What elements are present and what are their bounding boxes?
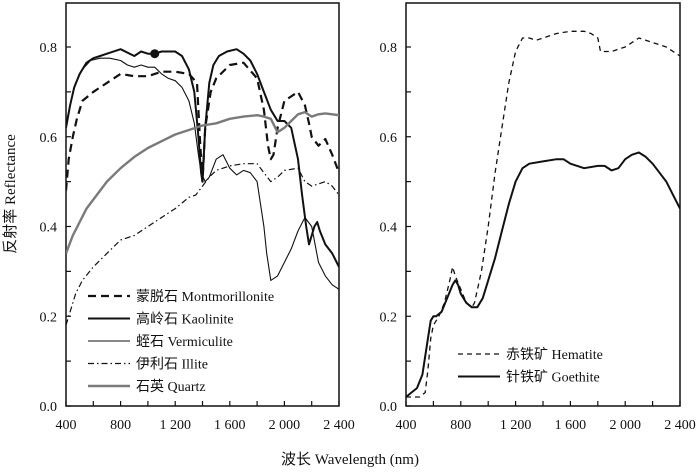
legend-label: 针铁矿 Goethite: [506, 370, 600, 386]
x-axis-title: 波长 Wavelength (nm): [281, 451, 419, 468]
series-group: [406, 30, 680, 398]
x-tick-label: 800: [450, 418, 471, 433]
y-tick-label: 0.8: [380, 41, 398, 56]
x-tick-label: 1 200: [500, 418, 532, 433]
left-panel: 400 800 1 200 1 600 2 000 2 400 0.0 0.2 0.4 0.6 0.…: [40, 2, 355, 433]
x-tick-label: 800: [110, 418, 131, 433]
highlight-marker: [150, 49, 160, 59]
x-tick-label: 400: [396, 418, 417, 433]
y-tick-label: 0.4: [380, 221, 398, 236]
y-tick-label: 0.0: [380, 400, 398, 415]
legend-label: 蒙脱石 Montmorillonite: [136, 289, 274, 305]
x-tick-label: 1 600: [214, 418, 246, 433]
series-line-hematite: [406, 30, 680, 398]
x-tick-label: 1 200: [159, 418, 191, 433]
y-axis-title: 反射率 Reflectance: [2, 134, 19, 254]
series-line-kaolinite: [66, 48, 339, 268]
x-tick-label: 2 400: [664, 418, 696, 433]
y-tick-label: 0.0: [40, 400, 58, 415]
legend-label: 伊利石 Illite: [136, 357, 208, 373]
x-tick-label: 2 000: [609, 418, 641, 433]
x-tick-label: 2 000: [269, 418, 301, 433]
x-tick-label: 400: [56, 418, 77, 433]
legend-label: 蛭石 Vermiculite: [136, 334, 233, 350]
x-tick-label: 1 600: [555, 418, 587, 433]
legend-label: 赤铁矿 Hematite: [506, 347, 603, 363]
x-tick-label: 2 400: [323, 418, 355, 433]
plot-frame: [405, 2, 681, 407]
right-panel: 400 800 1 200 1 600 2 000 2 400 0.0 0.2 0.4 0.6 0.…: [380, 2, 696, 433]
y-tick-label: 0.8: [40, 41, 58, 56]
y-tick-label: 0.2: [40, 310, 58, 325]
series-line-quartz: [66, 110, 339, 254]
y-tick-label: 0.6: [40, 131, 58, 146]
series-line-illite: [66, 163, 339, 326]
legend-label: 高岭石 Kaolinite: [136, 311, 234, 328]
y-tick-label: 0.4: [40, 221, 58, 236]
y-tick-label: 0.6: [380, 131, 398, 146]
series-group: [66, 48, 339, 326]
series-line-goethite: [406, 151, 680, 398]
legend-label: 石英 Quartz: [136, 378, 206, 395]
y-tick-label: 0.2: [380, 310, 398, 325]
series-line-montmorillonite: [66, 61, 339, 191]
